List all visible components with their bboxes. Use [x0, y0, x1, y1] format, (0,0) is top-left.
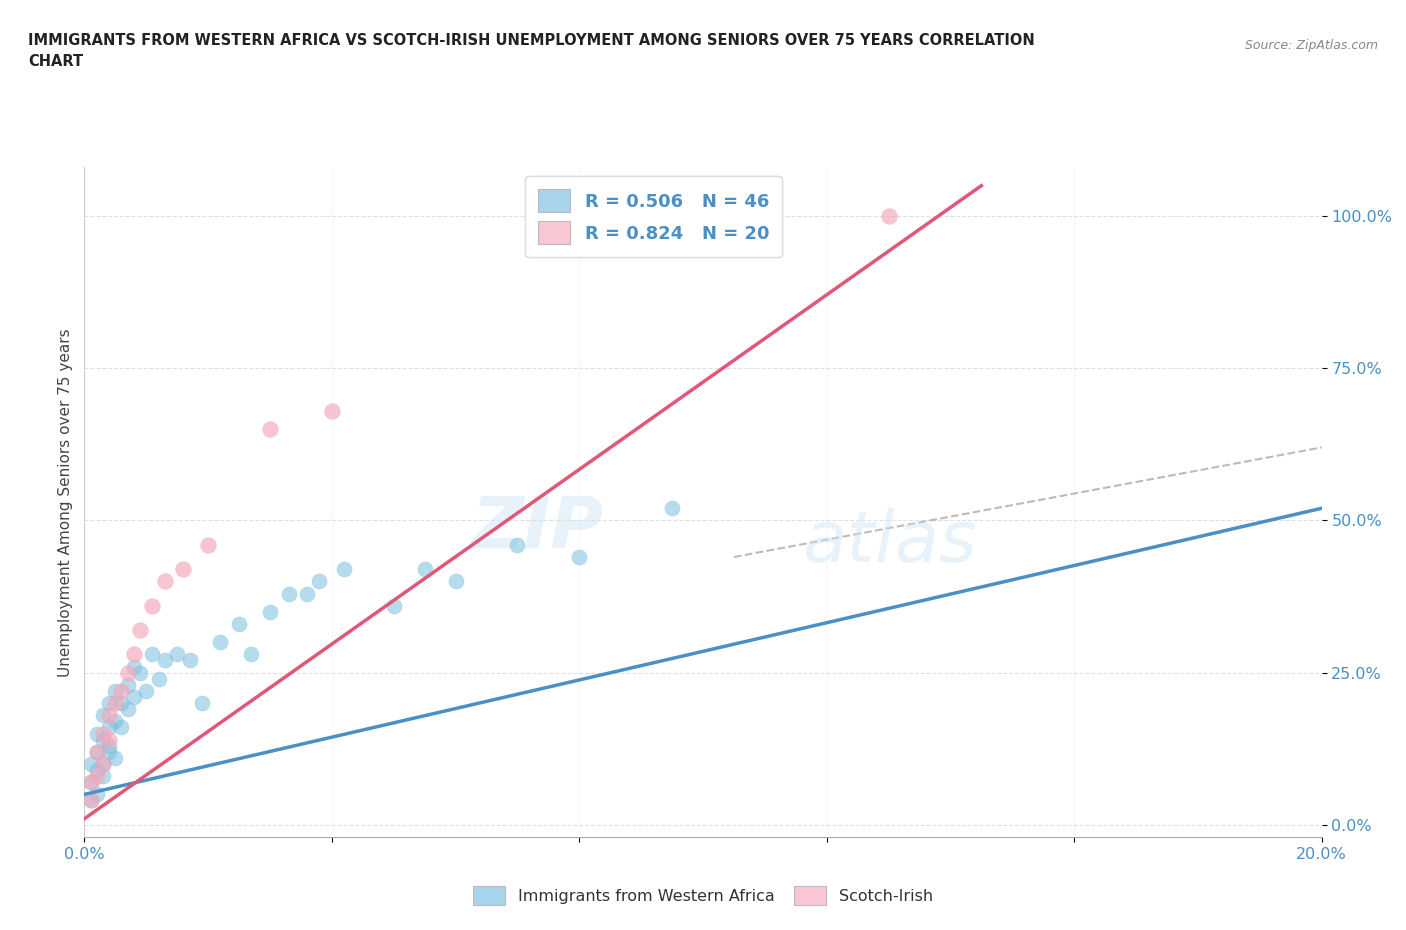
Point: [98, 720, 121, 735]
Point: [321, 404, 343, 418]
Point: [117, 702, 139, 717]
Point: [104, 751, 127, 765]
Point: [877, 208, 900, 223]
Text: CHART: CHART: [28, 54, 83, 69]
Point: [117, 665, 139, 680]
Text: atlas: atlas: [801, 508, 977, 577]
Point: [153, 653, 176, 668]
Point: [259, 604, 281, 619]
Point: [91, 769, 114, 784]
Point: [166, 647, 188, 662]
Point: [86, 763, 108, 777]
Point: [277, 586, 299, 601]
Text: IMMIGRANTS FROM WESTERN AFRICA VS SCOTCH-IRISH UNEMPLOYMENT AMONG SENIORS OVER 7: IMMIGRANTS FROM WESTERN AFRICA VS SCOTCH…: [28, 33, 1035, 47]
Legend: Immigrants from Western Africa, Scotch-Irish: Immigrants from Western Africa, Scotch-I…: [465, 878, 941, 912]
Point: [98, 708, 121, 723]
Point: [506, 538, 529, 552]
Point: [661, 501, 683, 516]
Point: [86, 787, 108, 802]
Point: [240, 647, 263, 662]
Point: [79, 756, 101, 771]
Point: [91, 756, 114, 771]
Point: [333, 562, 356, 577]
Point: [444, 574, 467, 589]
Point: [91, 708, 114, 723]
Point: [79, 775, 101, 790]
Point: [104, 696, 127, 711]
Point: [117, 677, 139, 692]
Point: [79, 775, 101, 790]
Point: [98, 738, 121, 753]
Point: [141, 647, 163, 662]
Point: [382, 598, 405, 613]
Point: [104, 714, 127, 729]
Point: [172, 562, 194, 577]
Point: [110, 696, 132, 711]
Point: [129, 622, 152, 637]
Point: [86, 769, 108, 784]
Point: [413, 562, 436, 577]
Point: [141, 598, 163, 613]
Point: [228, 617, 250, 631]
Point: [259, 421, 281, 436]
Point: [91, 732, 114, 747]
Point: [86, 744, 108, 759]
Legend: R = 0.506   N = 46, R = 0.824   N = 20: R = 0.506 N = 46, R = 0.824 N = 20: [526, 177, 782, 257]
Point: [91, 756, 114, 771]
Point: [122, 647, 145, 662]
Point: [98, 696, 121, 711]
Point: [122, 689, 145, 704]
Point: [179, 653, 201, 668]
Point: [110, 684, 132, 698]
Point: [129, 665, 152, 680]
Point: [98, 744, 121, 759]
Point: [110, 720, 132, 735]
Point: [308, 574, 330, 589]
Point: [86, 726, 108, 741]
Point: [148, 671, 170, 686]
Y-axis label: Unemployment Among Seniors over 75 years: Unemployment Among Seniors over 75 years: [58, 328, 73, 676]
Text: ZIP: ZIP: [472, 495, 605, 564]
Point: [98, 732, 121, 747]
Point: [568, 550, 591, 565]
Point: [104, 684, 127, 698]
Point: [79, 793, 101, 808]
Point: [91, 726, 114, 741]
Point: [86, 744, 108, 759]
Point: [79, 793, 101, 808]
Point: [197, 538, 219, 552]
Point: [191, 696, 214, 711]
Text: Source: ZipAtlas.com: Source: ZipAtlas.com: [1244, 39, 1378, 52]
Point: [209, 635, 232, 650]
Point: [295, 586, 318, 601]
Point: [153, 574, 176, 589]
Point: [122, 659, 145, 674]
Point: [135, 684, 157, 698]
